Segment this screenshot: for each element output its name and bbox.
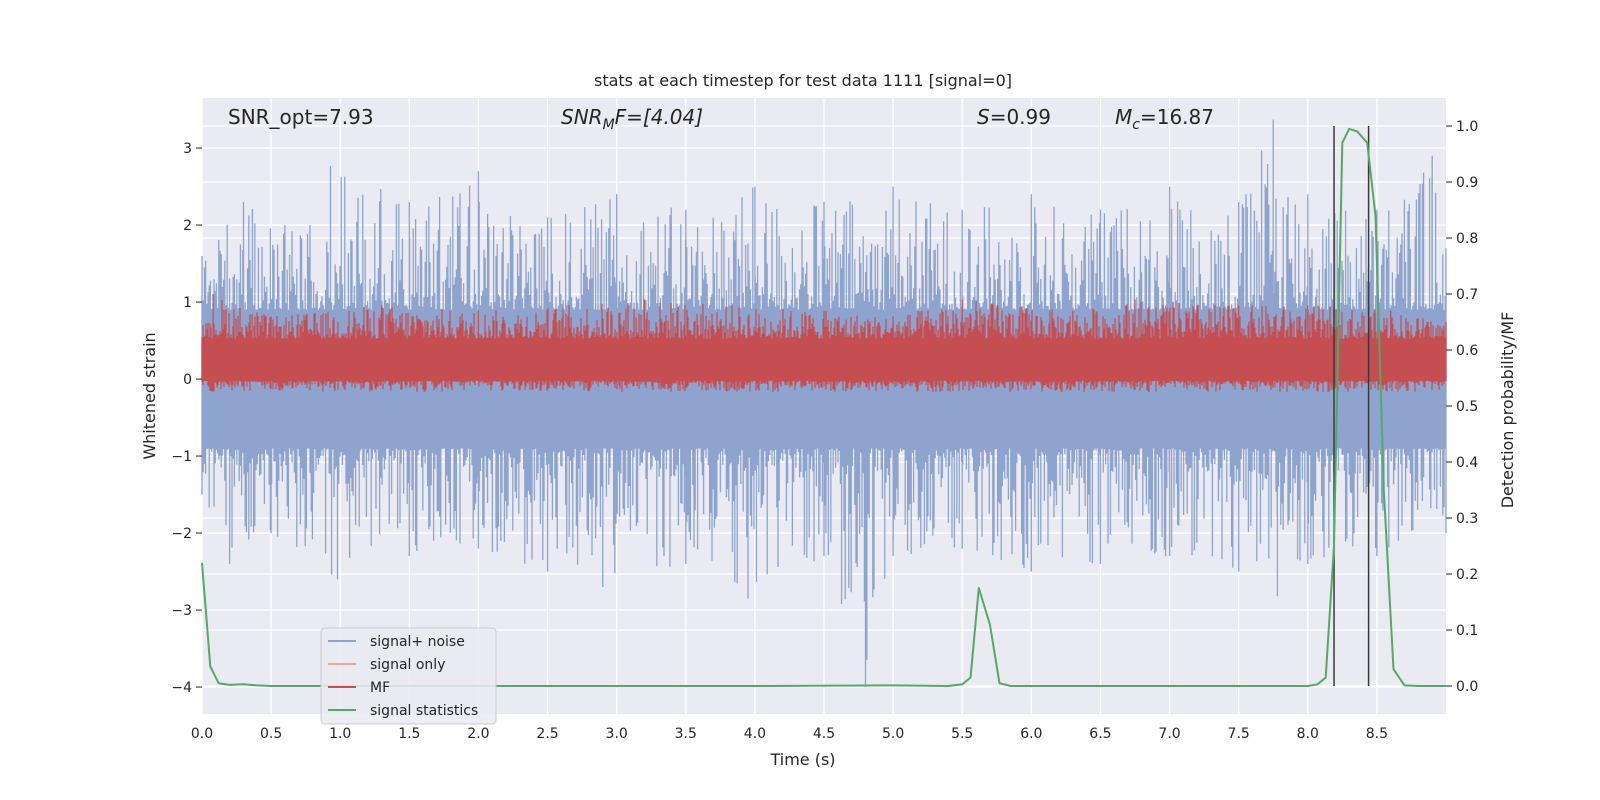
x-tick-label: 5.5 (951, 726, 973, 742)
x-tick-label: 0.0 (191, 726, 213, 742)
y-right-tick-label: 0.1 (1456, 623, 1478, 639)
snr-mf-base: SNR (561, 105, 603, 129)
snr-mf-rest: F=[4.04] (615, 105, 703, 129)
s-label: S (977, 105, 990, 129)
y-right-axis-title: Detection probability/MF (1498, 312, 1517, 509)
x-tick-label: 6.0 (1020, 726, 1042, 742)
y-left-tick-label: −1 (171, 449, 192, 465)
y-left-tick-label: 2 (183, 218, 192, 234)
y-left-tick-label: 1 (183, 295, 192, 311)
legend: signal+ noise signal only MF signal stat… (320, 627, 497, 725)
signal-statistics-line (201, 127, 1446, 687)
y-right-tick-label: 0.5 (1456, 399, 1478, 415)
y-right-tick-label: 0.3 (1456, 511, 1478, 527)
y-left-tick-label: 0 (183, 372, 192, 388)
x-tick-label: 6.5 (1089, 726, 1111, 742)
x-tick-label: 8.0 (1297, 726, 1319, 742)
x-tick-label: 5.0 (882, 726, 904, 742)
annotation-snr-opt: SNR_opt=7.93 (228, 105, 374, 129)
legend-label-mf: MF (370, 680, 390, 696)
x-tick-label: 2.0 (467, 726, 489, 742)
x-tick-label: 3.0 (606, 726, 628, 742)
y-left-tick-label: −2 (171, 526, 192, 542)
mc-sub: c (1132, 117, 1140, 133)
y-left-tick-label: −3 (171, 603, 192, 619)
y-left-tick-label: 3 (183, 141, 192, 157)
chart-title: stats at each timestep for test data 111… (594, 71, 1012, 90)
y-right-tick-label: 0.4 (1456, 455, 1478, 471)
x-tick-label: 7.5 (1228, 726, 1250, 742)
y-left-axis-title: Whitened strain (140, 332, 159, 459)
snr-mf-sub: M (603, 117, 615, 133)
x-tick-label: 3.5 (675, 726, 697, 742)
y-right-tick-label: 0.8 (1456, 231, 1478, 247)
y-left-tick-label: −4 (171, 680, 192, 696)
series-signal-statistics (201, 127, 1446, 687)
y-right-tick-label: 0.7 (1456, 287, 1478, 303)
y-right-tick-label: 0.0 (1456, 679, 1478, 695)
x-tick-label: 4.5 (813, 726, 835, 742)
x-tick-label: 1.0 (329, 726, 351, 742)
annotation-mc-value: Mc=16.87 (1115, 105, 1214, 133)
annotations: SNR_opt=7.93 SNRMF=[4.04] S=0.99 Mc=16.8… (228, 105, 1214, 133)
s-rest: =0.99 (990, 105, 1051, 129)
legend-label-signal-statistics: signal statistics (370, 703, 478, 719)
x-tick-label: 7.0 (1158, 726, 1180, 742)
axis-ticks: 0.0 0.5 1.0 1.5 2.0 2.5 3.0 3.5 4.0 4.5 5.0 5.5 6.0 6… (171, 119, 1478, 742)
x-tick-label: 8.5 (1366, 726, 1388, 742)
mc-rest: =16.87 (1140, 105, 1214, 129)
y-right-tick-label: 0.9 (1456, 175, 1478, 191)
mc-base: M (1115, 105, 1132, 129)
annotation-snr-mf: SNRMF=[4.04] (561, 105, 703, 133)
x-tick-label: 2.5 (536, 726, 558, 742)
x-tick-label: 0.5 (260, 726, 282, 742)
vertical-markers (1333, 126, 1370, 686)
legend-label-signal-noise: signal+ noise (370, 634, 465, 650)
legend-box (320, 627, 497, 725)
legend-label-signal-only: signal only (370, 657, 445, 673)
x-axis-title: Time (s) (769, 750, 835, 769)
annotation-s-value: S=0.99 (977, 105, 1051, 129)
mf-line (201, 294, 1447, 392)
series-mf (201, 294, 1447, 392)
x-tick-label: 4.0 (744, 726, 766, 742)
x-tick-label: 1.5 (398, 726, 420, 742)
y-right-tick-label: 1.0 (1456, 119, 1478, 135)
y-right-tick-label: 0.6 (1456, 343, 1478, 359)
y-right-tick-label: 0.2 (1456, 567, 1478, 583)
